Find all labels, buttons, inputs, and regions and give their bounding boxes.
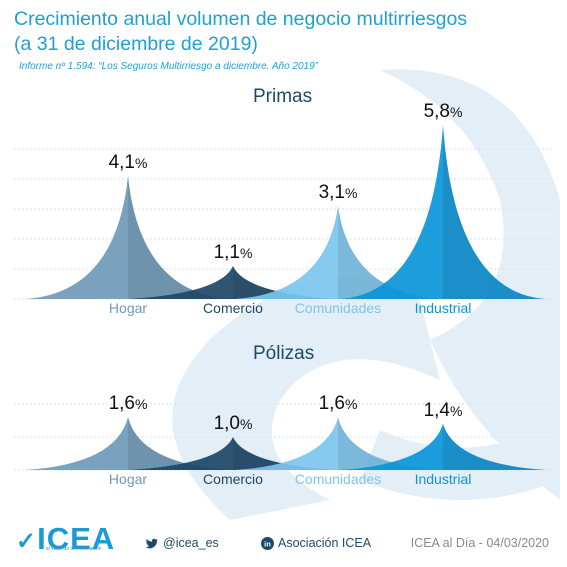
data-label-comercio: 1,1% xyxy=(214,242,253,263)
category-label-industrial: Industrial xyxy=(415,300,472,316)
linkedin-link[interactable]: in Asociación ICEA xyxy=(261,536,371,551)
mark-comunidades-left xyxy=(235,417,338,470)
mark-comercio-left xyxy=(130,437,233,470)
mark-industrial xyxy=(443,125,546,299)
category-label-comunidades: Comunidades xyxy=(295,300,381,316)
linkedin-icon: in xyxy=(261,537,274,551)
category-label-hogar: Hogar xyxy=(109,300,147,316)
mark-comercio xyxy=(233,437,336,470)
mark-industrial-left xyxy=(340,125,443,299)
category-label-comunidades: Comunidades xyxy=(295,471,381,487)
data-label-comunidades: 3,1% xyxy=(319,182,358,203)
icea-logo: ✓ICEA xyxy=(16,521,116,556)
mark-hogar-left xyxy=(25,417,128,470)
data-label-industrial: 1,4% xyxy=(424,400,463,421)
mark-industrial-left xyxy=(340,423,443,470)
chart-panel-1: 1,6% Hogar 1,0% Comercio 1,6% Comunidades 1,4%… xyxy=(14,393,553,487)
chart-title-date: (a 31 de diciembre de 2019) xyxy=(14,33,258,55)
chart-panel-0: 4,1% Hogar 1,1% Comercio 3,1% Comunidades 5,8%… xyxy=(14,101,553,316)
category-label-comercio: Comercio xyxy=(203,300,263,316)
data-label-comunidades: 1,6% xyxy=(319,393,358,414)
mark-comunidades xyxy=(338,417,441,470)
svg-text:in: in xyxy=(264,540,271,549)
chart-title: Crecimiento anual volumen de negocio mul… xyxy=(14,8,468,30)
data-label-industrial: 5,8% xyxy=(424,101,463,122)
mark-comercio xyxy=(233,266,336,299)
logo-tagline: el valor de la información xyxy=(46,546,102,552)
mark-hogar xyxy=(128,176,231,299)
category-label-comercio: Comercio xyxy=(203,471,263,487)
section-title-primas: Primas xyxy=(253,86,313,107)
twitter-icon xyxy=(145,538,158,549)
mark-hogar-left xyxy=(25,176,128,299)
data-label-comercio: 1,0% xyxy=(214,413,253,434)
data-label-hogar: 1,6% xyxy=(109,393,148,414)
mark-comercio-left xyxy=(130,266,233,299)
twitter-handle[interactable]: @icea_es xyxy=(145,536,219,550)
publication-date: ICEA al Día - 04/03/2020 xyxy=(410,536,549,550)
mark-hogar xyxy=(128,417,231,470)
category-label-industrial: Industrial xyxy=(415,471,472,487)
data-label-hogar: 4,1% xyxy=(109,152,148,173)
chart-subtitle: Informe nº 1.594: “Los Seguros Multirrie… xyxy=(19,61,318,72)
mark-comunidades-left xyxy=(235,206,338,299)
section-title-polizas: Pólizas xyxy=(253,343,315,364)
mark-industrial xyxy=(443,423,546,470)
mark-comunidades xyxy=(338,206,441,299)
category-label-hogar: Hogar xyxy=(109,471,147,487)
